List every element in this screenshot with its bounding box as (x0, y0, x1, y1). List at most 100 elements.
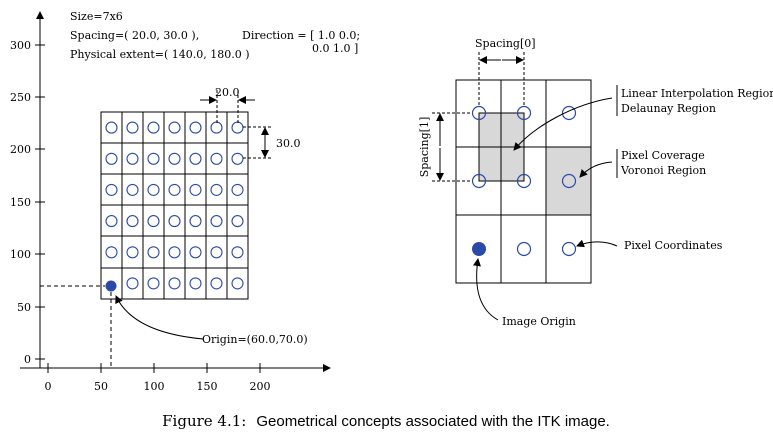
pixel-center (561, 173, 577, 189)
linear-interp-label: Linear Interpolation Region (621, 87, 773, 100)
pixel-center (126, 246, 139, 259)
y-axis-ticks (35, 44, 45, 360)
y-tick-label: 0 (24, 353, 31, 366)
x-tick-label: 100 (144, 380, 165, 393)
pixel-centers (105, 121, 244, 290)
x-tick-label: 50 (94, 380, 108, 393)
pixel-coords-arrow (576, 239, 618, 248)
pixel-center (189, 215, 202, 228)
zoom-annotations: Linear Interpolation Region Delaunay Reg… (502, 87, 773, 328)
voronoi-arrow (579, 161, 613, 178)
image-info: Size=7x6 Spacing=( 20.0, 30.0 ), Physica… (70, 10, 360, 61)
pixel-center (210, 215, 223, 228)
pixel-center (231, 215, 244, 228)
pixel-center (168, 152, 181, 165)
pixel-coverage-label: Pixel Coverage (621, 149, 705, 162)
pixel-center (471, 105, 487, 121)
pixel-center (105, 183, 118, 196)
voronoi-region (546, 147, 591, 215)
pixel-center (168, 215, 181, 228)
origin-pointer-arrow (115, 295, 204, 340)
y-tick-label: 200 (10, 143, 31, 156)
caption-text: Geometrical concepts associated with the… (256, 413, 610, 430)
image-origin-arrow (473, 258, 499, 321)
pixel-center (105, 121, 118, 134)
pixel-center (147, 246, 160, 259)
pixel-center (126, 277, 139, 290)
origin-guides (40, 285, 112, 368)
pixel-center (189, 246, 202, 259)
pixel-center (189, 121, 202, 134)
pixel-center (189, 277, 202, 290)
spacing1-label: Spacing[1] (418, 117, 431, 178)
pixel-coords-label: Pixel Coordinates (624, 239, 723, 252)
image-origin-label: Image Origin (502, 315, 576, 328)
pixel-center (561, 241, 577, 257)
extent-label: Physical extent=( 140.0, 180.0 ) (70, 48, 250, 61)
delaunay-arrow (513, 97, 613, 151)
size-label: Size=7x6 (70, 10, 123, 23)
pixel-center (231, 246, 244, 259)
y-tick-label: 50 (17, 301, 31, 314)
pixel-center (147, 183, 160, 196)
x-axis-labels: 0 50 100 150 200 (45, 380, 271, 393)
pixel-center (168, 183, 181, 196)
pixel-center (147, 215, 160, 228)
pixel-center (231, 183, 244, 196)
pixel-center (561, 105, 577, 121)
pixel-center (516, 105, 532, 121)
pixel-center (189, 183, 202, 196)
pixel-center (471, 173, 487, 189)
pixel-center (105, 152, 118, 165)
pixel-center (126, 152, 139, 165)
pixel-center (231, 277, 244, 290)
spacing1-dimension (432, 112, 471, 182)
y-axis-labels: 0 50 100 150 200 250 300 (10, 39, 31, 366)
pixel-center (147, 121, 160, 134)
pixel-center (516, 173, 532, 189)
left-panel: 0 50 100 150 200 250 300 0 50 100 150 20… (10, 10, 360, 393)
y-tick-label: 100 (10, 248, 31, 261)
spacing-label: Spacing=( 20.0, 30.0 ), (70, 29, 199, 42)
spacing-y-dimension (243, 126, 273, 159)
pixel-center (126, 183, 139, 196)
y-tick-label: 250 (10, 91, 31, 104)
origin-marker (105, 280, 117, 292)
y-tick-label: 150 (10, 196, 31, 209)
pixel-center (189, 152, 202, 165)
direction-label-2: 0.0 1.0 ] (312, 42, 358, 55)
pixel-center (210, 121, 223, 134)
pixel-center (126, 215, 139, 228)
pixel-center (168, 277, 181, 290)
pixel-center (210, 246, 223, 259)
spacing-x-dimension (200, 90, 255, 125)
spacing0-dimension (478, 52, 525, 105)
x-axis-ticks (47, 363, 261, 373)
pixel-center (105, 246, 118, 259)
pixel-center (168, 121, 181, 134)
pixel-center (210, 277, 223, 290)
direction-label-1: Direction = [ 1.0 0.0; (242, 29, 360, 42)
pixel-center (516, 241, 532, 257)
spacing0-label: Spacing[0] (475, 37, 536, 50)
delaunay-label: Delaunay Region (621, 102, 716, 115)
x-tick-label: 150 (197, 380, 218, 393)
image-origin-marker (472, 242, 486, 256)
pixel-center (231, 152, 244, 165)
spacing-x-label: 20.0 (215, 86, 240, 99)
pixel-center (147, 277, 160, 290)
x-tick-label: 200 (250, 380, 271, 393)
voronoi-label: Voronoi Region (620, 164, 706, 177)
pixel-grid (100, 111, 249, 300)
caption-label: Figure 4.1: (162, 412, 246, 430)
zoom-pixel-centers (471, 105, 577, 257)
pixel-center (147, 152, 160, 165)
spacing-y-label: 30.0 (276, 137, 301, 150)
pixel-center (105, 215, 118, 228)
right-panel: Spacing[0] Spacing[1] Linear Interpolati… (418, 37, 773, 328)
y-tick-label: 300 (10, 39, 31, 52)
pixel-center (210, 183, 223, 196)
pixel-center (126, 121, 139, 134)
origin-label: Origin=(60.0,70.0) (202, 333, 308, 346)
